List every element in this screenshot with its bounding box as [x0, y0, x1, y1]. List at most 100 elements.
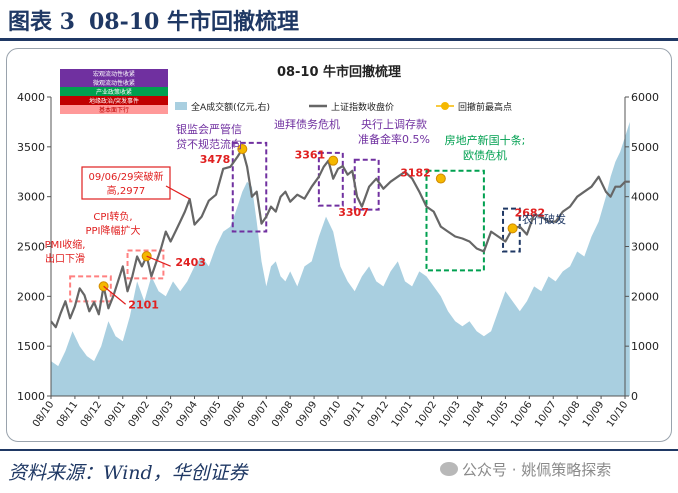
x-tick-label: 09/10: [318, 399, 344, 429]
category-key-swatch: [60, 87, 168, 96]
figure-label: 图表 3: [8, 9, 75, 35]
category-key-label: 产业政策收紧: [96, 88, 132, 96]
liquidity-box: [317, 151, 344, 207]
value-label: 3182: [400, 167, 431, 180]
annotation-text: CPI转负,: [93, 210, 132, 223]
x-tick-label: 10/04: [461, 399, 487, 429]
annotation-text: PMI收缩,: [45, 238, 86, 251]
annotation-text: 房地产新国十条;: [445, 133, 526, 147]
x-tick-label: 09/04: [174, 399, 200, 429]
value-label: 3478: [200, 153, 231, 166]
x-tick-label: 09/05: [198, 399, 224, 429]
peak-marker: [237, 144, 248, 155]
annotation-text: 出口下滑: [45, 252, 85, 265]
legend-label: 全A成交额(亿元,右): [191, 101, 270, 113]
x-tick-label: 09/03: [150, 399, 176, 429]
y-left-tick-label: 3500: [17, 141, 45, 154]
y-left-tick-label: 3000: [17, 191, 45, 204]
liquidity-box: [353, 158, 380, 211]
legend-swatch-area: [175, 102, 187, 110]
y-right-tick-label: 6000: [631, 91, 659, 104]
x-tick-label: 10/07: [533, 399, 559, 429]
fundamental-box: [69, 275, 112, 303]
x-tick-label: 10/09: [581, 399, 607, 429]
y-left-tick-label: 1500: [17, 340, 45, 353]
y-left-tick-label: 2500: [17, 241, 45, 254]
figure-title: 图表 3 08-10 牛市回撤梳理: [8, 4, 313, 36]
index-line: [50, 147, 630, 329]
category-key-swatch: [60, 105, 168, 114]
event-box: [502, 207, 521, 253]
x-tick-label: 09/11: [342, 399, 368, 429]
figure-title-text: 08-10 牛市回撤梳理: [88, 9, 299, 35]
category-key-label: 宏观流动性收紧: [93, 70, 135, 78]
y-right-tick-label: 3000: [631, 241, 659, 254]
watermark: 公众号 · 姚佩策略探索: [440, 459, 611, 480]
x-tick-label: 09/08: [270, 399, 296, 429]
volume-area: [51, 121, 630, 397]
x-tick-label: 08/11: [55, 399, 81, 429]
annotation-text: 银监会严管信: [176, 122, 242, 136]
category-key-label: 微观流动性收紧: [93, 79, 135, 87]
peak-marker: [328, 155, 339, 166]
policy-box: [425, 169, 485, 272]
chart-frame: 08-10 牛市回撤梳理 宏观流动性收紧 微观流动性收紧 产业政策收紧 地缘政治/突发事…: [6, 48, 672, 442]
value-label: 2682: [515, 206, 546, 219]
x-tick-label: 10/08: [557, 399, 583, 429]
label-connector: [103, 285, 126, 305]
y-left-tick-label: 4000: [17, 91, 45, 104]
annotation-text: 09/06/29突破新: [89, 170, 164, 183]
annotation-text: 准备金率0.5%: [358, 132, 430, 146]
y-left-tick-label: 2000: [17, 290, 45, 303]
x-tick-label: 09/09: [294, 399, 320, 429]
annotation-text: 欧债危机: [463, 148, 507, 162]
x-tick-label: 09/01: [103, 399, 129, 429]
annotation-text: 高,2977: [107, 184, 146, 197]
x-tick-label: 10/02: [414, 399, 440, 429]
x-tick-label: 10/01: [390, 399, 416, 429]
x-tick-label: 09/12: [366, 399, 392, 429]
value-label: 2101: [128, 298, 159, 311]
watermark-text: 公众号 · 姚佩策略探索: [462, 461, 612, 479]
x-tick-label: 10/05: [485, 399, 511, 429]
category-key-swatch: [60, 78, 168, 87]
annotation-text: 央行上调存款: [361, 117, 427, 131]
legend-label: 上证指数收盘价: [331, 101, 394, 113]
peak-marker: [507, 223, 518, 234]
x-tick-label: 10/10: [605, 399, 631, 429]
annotation-text: 迪拜债务危机: [274, 117, 340, 131]
wechat-icon: [440, 462, 458, 476]
chart-svg: 08-10 牛市回撤梳理 宏观流动性收紧微观流动性收紧产业政策收紧地缘政治/突发事…: [17, 64, 659, 429]
annotation-text: 农行破发: [522, 212, 566, 226]
source-rule: [0, 449, 678, 451]
y-right-tick-label: 2000: [631, 290, 659, 303]
liquidity-box: [231, 141, 268, 233]
source-note: 资料来源：Wind，华创证券: [8, 462, 248, 484]
x-tick-label: 09/07: [246, 399, 272, 429]
legend-label: 回撤前最高点: [458, 101, 512, 113]
y-right-tick-label: 5000: [631, 141, 659, 154]
category-key-swatch: [60, 69, 168, 78]
annotation-text: 贷不规范流向: [176, 137, 242, 151]
peak-marker: [435, 173, 446, 184]
x-tick-label: 10/06: [509, 399, 535, 429]
label-connector: [146, 255, 171, 267]
chart-title: 08-10 牛市回撤梳理: [277, 64, 401, 80]
annotation-text: PPI降幅扩大: [85, 224, 140, 237]
legend-swatch-marker: [441, 102, 449, 110]
x-tick-label: 10/03: [437, 399, 463, 429]
fundamental-box: [126, 249, 165, 280]
value-label: 3307: [338, 206, 369, 219]
annotation-connector: [165, 185, 191, 200]
x-tick-label: 08/10: [31, 399, 57, 429]
category-key-label: 基本面下行: [99, 106, 129, 114]
x-tick-label: 09/02: [127, 399, 153, 429]
category-key-swatch: [60, 96, 168, 105]
y-left-tick-label: 1000: [17, 390, 45, 403]
title-rule: [0, 38, 678, 41]
x-tick-label: 08/12: [79, 399, 105, 429]
y-right-tick-label: 4000: [631, 191, 659, 204]
x-tick-label: 09/06: [222, 399, 248, 429]
annotation-box: [81, 166, 171, 200]
category-key-label: 地缘政治/突发事件: [89, 97, 139, 105]
